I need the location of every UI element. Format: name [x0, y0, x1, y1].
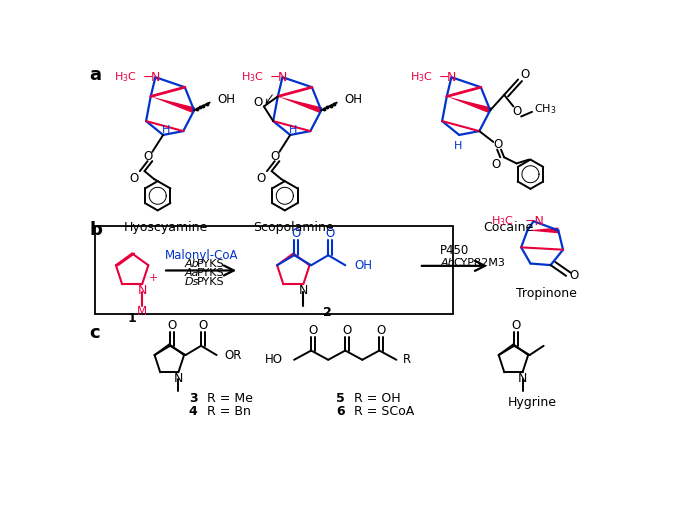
Text: 1: 1	[127, 312, 136, 325]
Text: b: b	[90, 221, 102, 239]
Text: O: O	[270, 150, 279, 163]
Text: +: +	[149, 273, 158, 283]
Text: H$_3$C: H$_3$C	[114, 71, 137, 84]
Text: O: O	[492, 159, 501, 171]
Text: O: O	[129, 173, 138, 185]
Text: O: O	[569, 269, 579, 282]
Text: O: O	[292, 227, 301, 240]
Text: Malonyl-CoA: Malonyl-CoA	[165, 249, 238, 262]
Text: O: O	[199, 319, 208, 332]
Text: R = OH: R = OH	[346, 392, 401, 405]
Text: O: O	[512, 319, 521, 332]
Text: O: O	[377, 324, 386, 337]
Text: 3: 3	[188, 392, 197, 405]
Text: c: c	[90, 323, 100, 341]
Text: CH$_3$: CH$_3$	[534, 102, 556, 116]
Text: Ds: Ds	[185, 277, 199, 287]
Text: −: −	[438, 71, 449, 84]
Text: PYKS: PYKS	[197, 268, 225, 278]
Text: a: a	[90, 65, 101, 83]
Text: O: O	[342, 324, 352, 337]
Text: 5: 5	[336, 392, 345, 405]
Text: R = Me: R = Me	[199, 392, 253, 405]
Text: O: O	[325, 227, 335, 240]
Text: PYKS: PYKS	[197, 277, 225, 287]
Text: P450: P450	[440, 244, 469, 258]
Text: Ab: Ab	[440, 258, 456, 268]
Text: O: O	[253, 96, 262, 109]
Text: Scopolamine: Scopolamine	[253, 221, 334, 234]
Text: O: O	[521, 68, 530, 81]
Text: OH: OH	[345, 93, 362, 106]
Text: H$_3$C: H$_3$C	[241, 71, 264, 84]
Text: R: R	[403, 353, 411, 366]
Text: O: O	[143, 150, 152, 163]
Text: R = Bn: R = Bn	[199, 405, 251, 418]
Text: O: O	[256, 173, 265, 185]
Text: H: H	[162, 125, 171, 135]
Text: 4: 4	[188, 405, 197, 418]
Text: H: H	[453, 141, 462, 151]
Text: R = SCoA: R = SCoA	[346, 405, 414, 418]
Text: OH: OH	[217, 93, 236, 106]
Polygon shape	[278, 96, 322, 113]
Text: Hygrine: Hygrine	[508, 396, 556, 408]
Text: Hyoscyamine: Hyoscyamine	[124, 221, 208, 234]
Text: OR: OR	[224, 349, 242, 362]
Text: H$_3$C: H$_3$C	[490, 214, 514, 228]
Text: 2: 2	[323, 306, 332, 319]
Text: O: O	[512, 106, 521, 118]
Text: N: N	[447, 71, 456, 84]
Text: Tropinone: Tropinone	[516, 287, 576, 300]
Text: Cocaine: Cocaine	[483, 221, 533, 234]
Text: N: N	[174, 372, 183, 385]
Text: Aa: Aa	[185, 268, 199, 278]
Polygon shape	[447, 96, 491, 113]
Text: −: −	[269, 71, 280, 84]
Text: HO: HO	[265, 353, 284, 366]
Polygon shape	[527, 228, 558, 233]
Text: N: N	[151, 71, 160, 84]
Text: H$_3$C: H$_3$C	[410, 71, 433, 84]
Text: H: H	[289, 125, 297, 135]
Text: N: N	[278, 71, 287, 84]
Text: O: O	[167, 319, 177, 332]
Text: N: N	[299, 284, 308, 297]
Polygon shape	[151, 96, 195, 113]
Text: O: O	[493, 139, 503, 151]
Text: OH: OH	[355, 259, 373, 272]
Text: −N: −N	[524, 215, 544, 228]
Text: N: N	[518, 372, 527, 385]
Text: M: M	[137, 305, 147, 318]
Text: 6: 6	[336, 405, 345, 418]
Text: O: O	[308, 324, 318, 337]
Text: CYP82M3: CYP82M3	[453, 258, 505, 268]
Text: Ab: Ab	[185, 259, 199, 269]
Text: −: −	[142, 71, 153, 84]
Text: PYKS: PYKS	[197, 259, 225, 269]
Text: N: N	[138, 284, 147, 297]
